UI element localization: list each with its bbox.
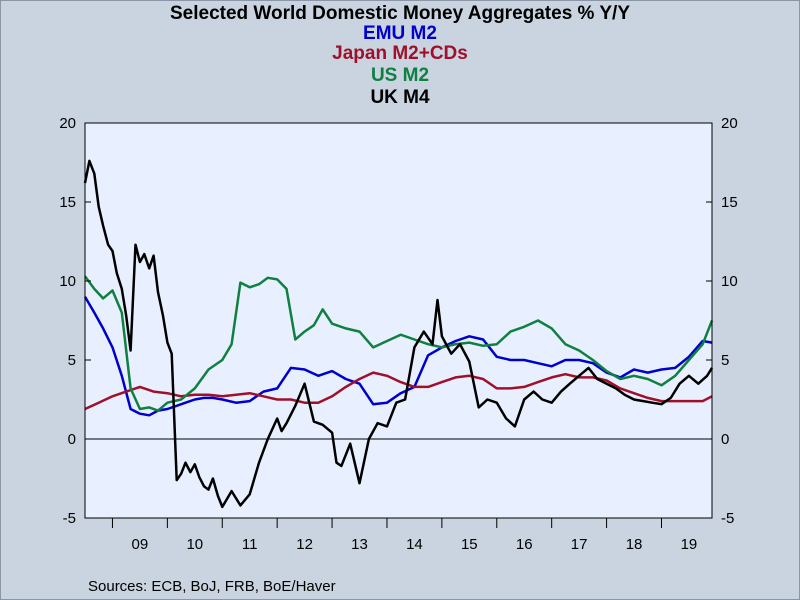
series-line-emu-m2 <box>83 296 713 417</box>
y-tick-label-left: 5 <box>68 352 76 369</box>
legend-entry-us-m2: US M2 <box>0 66 800 86</box>
y-tick-label-right: 5 <box>721 352 729 369</box>
y-tick-label-right: -5 <box>721 510 734 527</box>
y-tick-label-left: 10 <box>59 273 76 290</box>
legend-label-us-m2: US M2 <box>370 65 430 86</box>
y-tick-label-left: 0 <box>68 431 76 448</box>
x-tick-label: 10 <box>186 536 203 553</box>
y-tick-label-right: 15 <box>721 194 738 211</box>
x-tick-label: 16 <box>516 536 533 553</box>
chart-title: Selected World Domestic Money Aggregates… <box>170 3 630 24</box>
x-tick-label: 09 <box>132 536 149 553</box>
sources-note: Sources: ECB, BoJ, FRB, BoE/Haver <box>88 578 336 595</box>
legend-label-japan-m2: Japan M2+CDs <box>332 43 468 64</box>
series-line-us-m2 <box>83 275 714 412</box>
legend-entry-japan-m2: Japan M2+CDs <box>0 44 800 64</box>
x-tick-label: 15 <box>461 536 478 553</box>
series-line-uk-m4 <box>83 159 714 509</box>
y-tick-label-right: 20 <box>721 115 738 132</box>
series-line-japan-m2-cds <box>84 371 713 411</box>
x-tick-label: 19 <box>681 536 698 553</box>
legend-label-uk-m4: UK M4 <box>370 87 430 108</box>
y-tick-label-right: 0 <box>721 431 729 448</box>
legend-entry-emu-m2: EMU M2 <box>0 24 800 44</box>
y-tick-label-right: 10 <box>721 273 738 290</box>
x-tick-label: 14 <box>406 536 423 553</box>
plot-area <box>85 123 712 518</box>
y-tick-label-left: 15 <box>59 194 76 211</box>
x-tick-label: 12 <box>296 536 313 553</box>
x-tick-label: 11 <box>242 536 258 553</box>
legend-label-emu-m2: EMU M2 <box>363 23 437 44</box>
x-tick-label: 17 <box>571 536 588 553</box>
x-tick-label: 18 <box>626 536 643 553</box>
y-tick-label-left: 20 <box>59 115 76 132</box>
legend-entry-uk-m4: UK M4 <box>0 88 800 108</box>
plot-border <box>84 122 713 519</box>
y-tick-label-left: -5 <box>63 510 76 527</box>
x-tick-label: 13 <box>351 536 368 553</box>
